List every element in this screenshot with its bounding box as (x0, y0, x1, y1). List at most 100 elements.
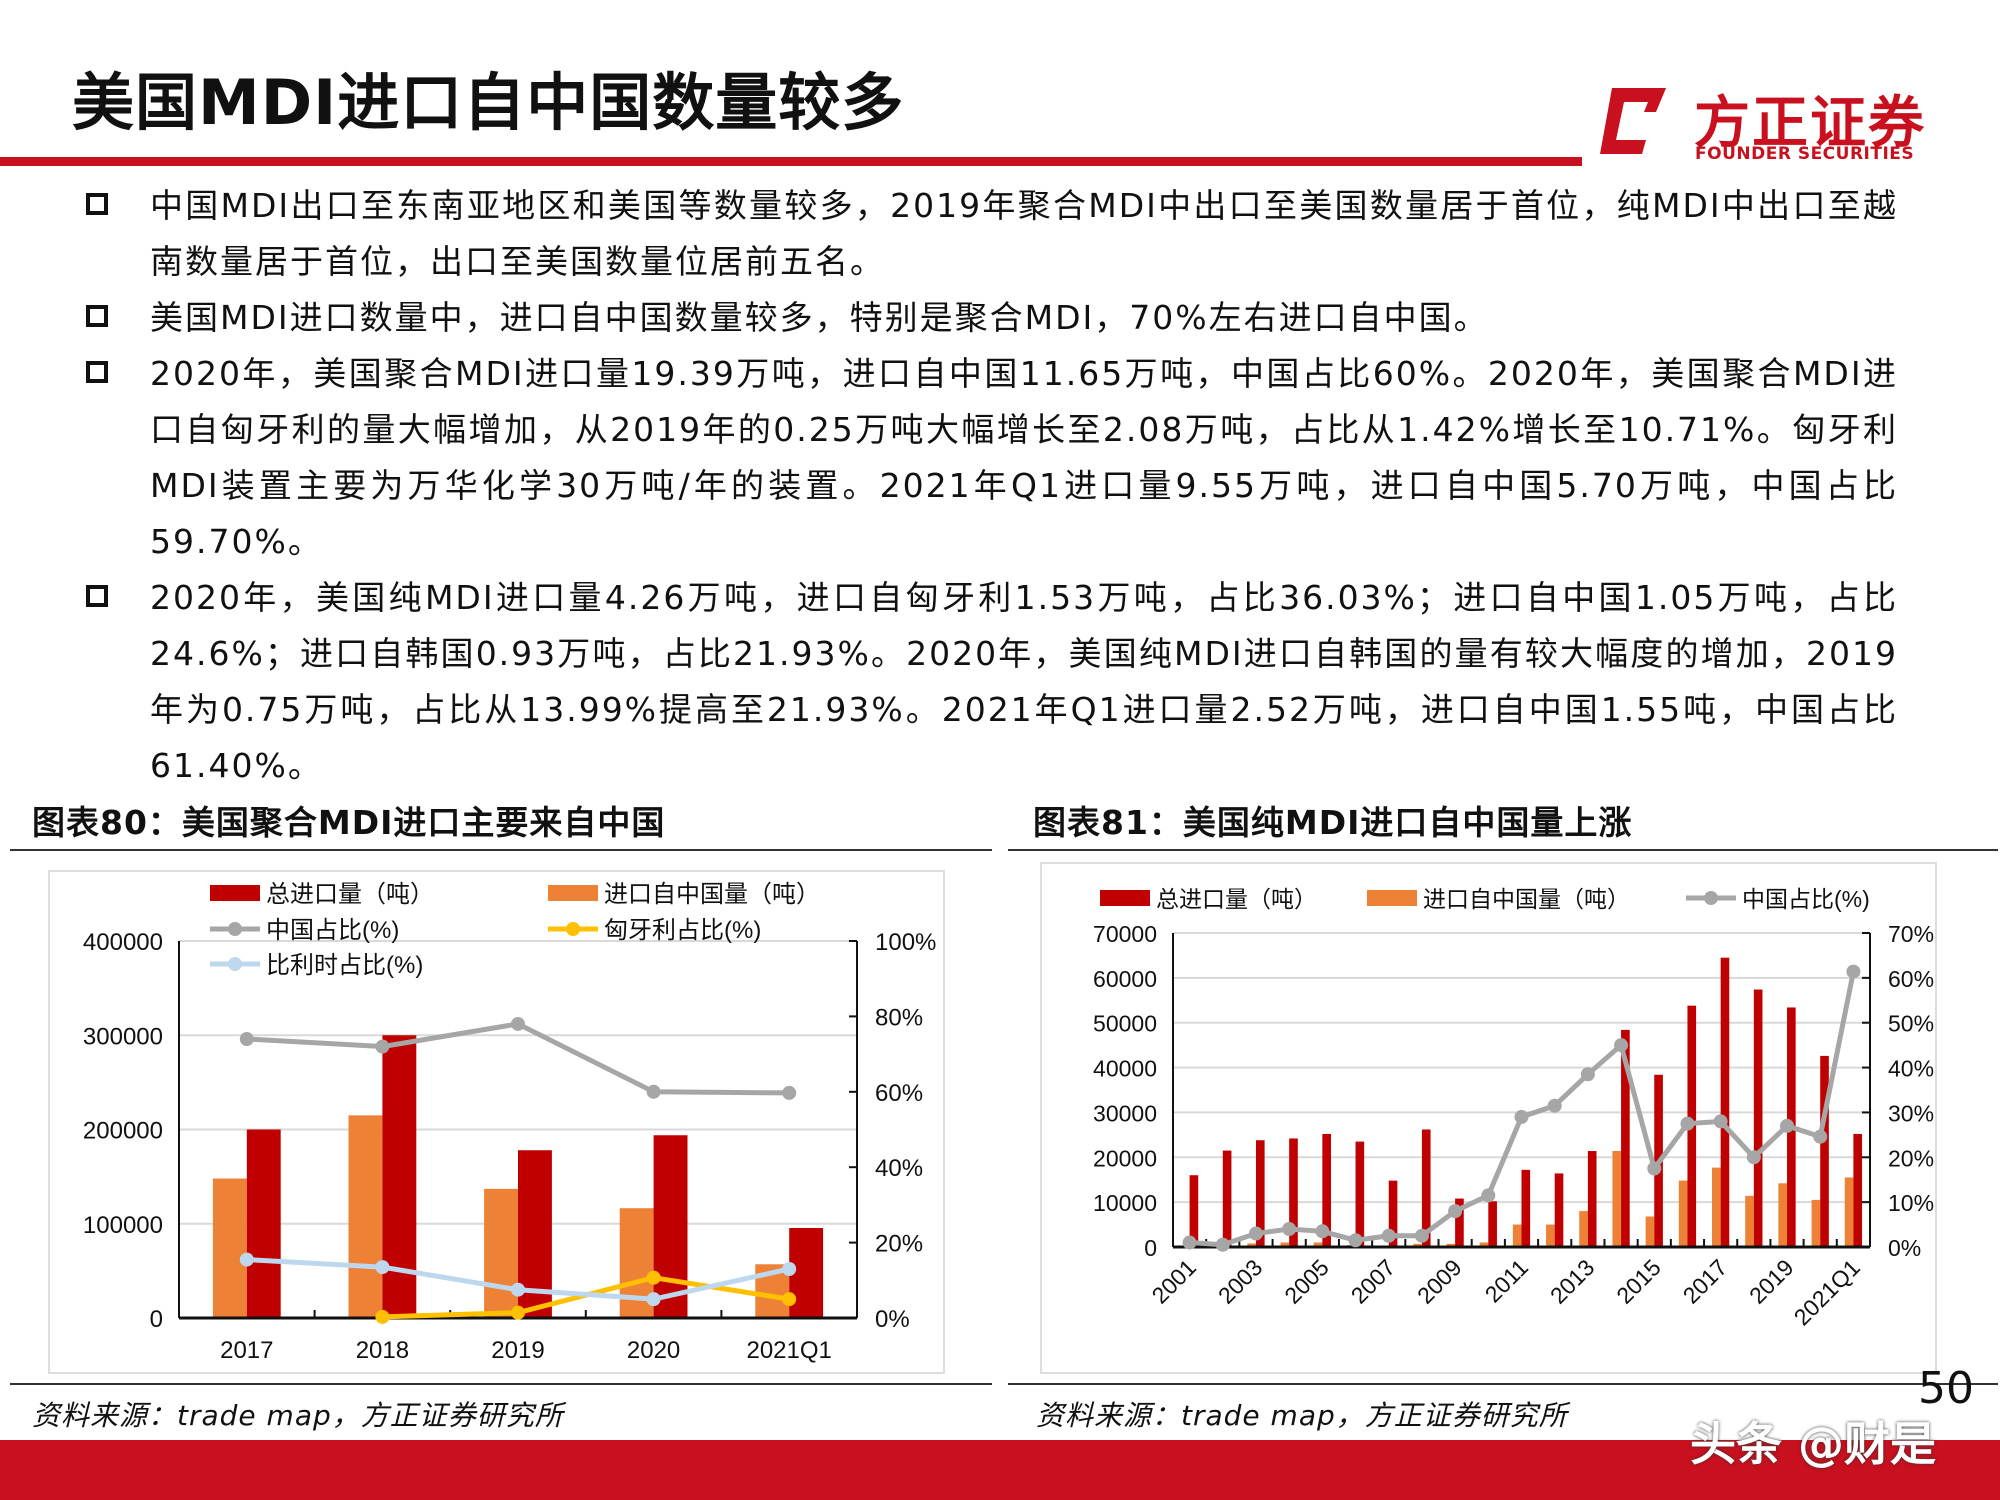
bar-china (1778, 1183, 1788, 1247)
y-tick-label: 0 (150, 1306, 163, 1333)
y2-tick-label: 10% (1888, 1190, 1934, 1216)
bar-total (382, 1035, 417, 1318)
bar-china (1512, 1224, 1522, 1247)
title-divider (0, 157, 1582, 166)
logo-text-cn: 方正证券 (1694, 91, 1926, 156)
line-point (782, 1085, 797, 1100)
y2-tick-label: 0% (875, 1306, 910, 1333)
x-tick-label: 2021Q1 (746, 1337, 831, 1364)
page-number: 50 (1918, 1363, 1974, 1414)
source-divider (10, 1383, 992, 1385)
figure-80-title: 图表80：美国聚合MDI进口主要来自中国 (32, 803, 666, 842)
x-tick-label: 2021Q1 (1789, 1254, 1865, 1330)
line-point (1746, 1150, 1761, 1165)
x-tick-label: 2013 (1545, 1254, 1600, 1309)
y2-tick-label: 60% (875, 1080, 923, 1107)
x-tick-label: 2017 (1678, 1254, 1733, 1309)
line-point (1647, 1161, 1662, 1176)
bullet-item: 2020年，美国纯MDI进口量4.26万吨，进口自匈牙利1.53万吨，占比36.… (86, 570, 1898, 794)
line-point (646, 1270, 661, 1285)
legend-label: 比利时占比(%) (266, 952, 423, 979)
bar-total (1521, 1169, 1531, 1247)
figure-divider (1008, 849, 1998, 851)
line-point (1481, 1188, 1496, 1203)
square-bullet-icon (86, 193, 108, 215)
line-point (1780, 1118, 1795, 1133)
line-point (1846, 964, 1861, 979)
bar-total (1753, 989, 1763, 1247)
y-tick-label: 60000 (1093, 966, 1157, 992)
square-bullet-icon (86, 361, 108, 383)
bullet-text: 中国MDI出口至东南亚地区和美国等数量较多，2019年聚合MDI中出口至美国数量… (150, 186, 1898, 281)
bar-china (1612, 1151, 1622, 1247)
bar-china (1446, 1243, 1456, 1247)
line-point (1215, 1237, 1230, 1252)
line-point (1680, 1116, 1695, 1131)
legend-swatch (1100, 890, 1150, 906)
line-point (782, 1261, 797, 1276)
bullet-item: 2020年，美国聚合MDI进口量19.39万吨，进口自中国11.65万吨，中国占… (86, 346, 1898, 570)
bar-total (246, 1129, 281, 1318)
line-point (1414, 1228, 1429, 1243)
bar-total (1421, 1129, 1431, 1247)
figure-80-source: 资料来源：trade map，方正证券研究所 (32, 1399, 564, 1432)
x-tick-label: 2005 (1279, 1254, 1334, 1309)
line-point (1813, 1129, 1828, 1144)
legend-label: 中国占比(%) (266, 917, 399, 944)
founder-securities-logo: 方正证券 FOUNDER SECURITIES (1598, 78, 1928, 170)
bar-total (1720, 957, 1730, 1247)
line-point (375, 1260, 390, 1275)
bar-total (1488, 1201, 1497, 1247)
logo-mark-icon (1600, 88, 1666, 154)
figure-81-source: 资料来源：trade map，方正证券研究所 (1036, 1399, 1568, 1432)
logo-text-en: FOUNDER SECURITIES (1695, 144, 1915, 164)
bar-total (1222, 1150, 1232, 1247)
bar-china (1811, 1199, 1821, 1247)
y-tick-label: 400000 (83, 929, 163, 956)
figure-divider (10, 849, 992, 851)
x-tick-label: 2007 (1346, 1254, 1401, 1309)
line-point (511, 1305, 525, 1320)
y-tick-label: 30000 (1093, 1100, 1157, 1126)
bar-total (1621, 1029, 1630, 1247)
bar-total (1455, 1198, 1464, 1247)
y-tick-label: 100000 (83, 1212, 163, 1239)
line-point (1348, 1233, 1363, 1248)
legend-marker (228, 957, 242, 971)
bar-china (1313, 1242, 1323, 1247)
line-point (511, 1282, 525, 1297)
x-tick-label: 2018 (356, 1337, 409, 1364)
legend-label: 总进口量（吨） (266, 881, 434, 908)
bar-total (1189, 1175, 1199, 1247)
bar-china (1280, 1242, 1290, 1247)
y-tick-label: 10000 (1093, 1190, 1157, 1216)
bar-china (1844, 1177, 1854, 1247)
bar-total (1355, 1141, 1365, 1247)
y2-tick-label: 30% (1888, 1100, 1934, 1126)
bar-china (1645, 1216, 1655, 1247)
chart-0: 0 100000 200000 300000 400000 0% 20% 40% 60% 80% 1… (83, 881, 936, 1364)
line-point (1315, 1224, 1330, 1239)
y-tick-label: 200000 (83, 1118, 163, 1145)
x-tick-label: 2015 (1611, 1254, 1666, 1309)
footer-band (0, 1440, 2000, 1500)
line-point (375, 1309, 390, 1324)
line-point (1514, 1109, 1529, 1124)
bullet-text: 2020年，美国聚合MDI进口量19.39万吨，进口自中国11.65万吨，中国占… (150, 354, 1898, 561)
y2-tick-label: 100% (875, 929, 936, 956)
bar-china (1413, 1243, 1422, 1247)
legend-label: 进口自中国量（吨） (1423, 886, 1630, 912)
y2-tick-label: 0% (1888, 1235, 1921, 1261)
bar-total (1322, 1133, 1331, 1247)
y-tick-label: 50000 (1093, 1011, 1157, 1037)
x-tick-label: 2011 (1480, 1254, 1533, 1307)
line-point (239, 1032, 254, 1047)
legend-swatch (1367, 890, 1417, 906)
page-title: 美国MDI进口自中国数量较多 (72, 66, 905, 139)
square-bullet-icon (86, 305, 108, 327)
y-tick-label: 40000 (1093, 1056, 1157, 1082)
line-point (1713, 1114, 1728, 1129)
line-point (1248, 1226, 1263, 1241)
y-tick-label: 20000 (1093, 1145, 1157, 1171)
